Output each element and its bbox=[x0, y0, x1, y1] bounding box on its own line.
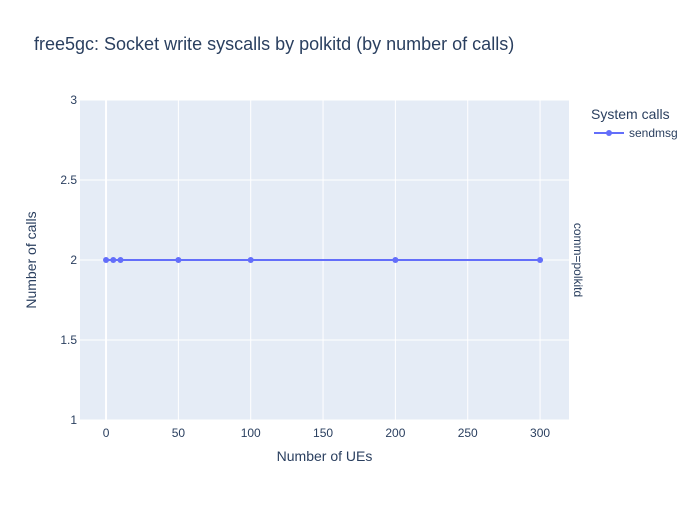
x-axis-title: Number of UEs bbox=[277, 448, 373, 464]
x-tick-label: 0 bbox=[103, 426, 110, 440]
data-point bbox=[175, 257, 182, 263]
y-tick-label: 3 bbox=[70, 93, 77, 107]
facet-label: comm=polkitd bbox=[571, 223, 585, 297]
legend-title: System calls bbox=[591, 106, 670, 122]
y-axis-title: Number of calls bbox=[23, 211, 39, 308]
y-tick-label: 1 bbox=[70, 413, 77, 427]
legend-marker-sendmsg bbox=[606, 130, 612, 136]
chart-title: free5gc: Socket write syscalls by polkit… bbox=[34, 34, 514, 54]
legend: System calls sendmsg bbox=[591, 106, 678, 140]
legend-label-sendmsg: sendmsg bbox=[629, 126, 678, 140]
x-tick-label: 200 bbox=[385, 426, 405, 440]
data-point bbox=[392, 257, 399, 263]
x-tick-label: 150 bbox=[313, 426, 333, 440]
series-layer bbox=[103, 257, 544, 263]
tick-labels: 0 50 100 150 200 250 300 1 1.5 2 2.5 3 bbox=[60, 93, 550, 440]
y-tick-label: 2.5 bbox=[60, 173, 77, 187]
data-point bbox=[537, 257, 544, 263]
legend-items: sendmsg bbox=[594, 126, 678, 140]
x-tick-label: 300 bbox=[530, 426, 550, 440]
x-tick-label: 100 bbox=[241, 426, 261, 440]
data-point bbox=[117, 257, 124, 263]
x-tick-label: 250 bbox=[458, 426, 478, 440]
data-point bbox=[247, 257, 254, 263]
x-tick-label: 50 bbox=[172, 426, 186, 440]
data-point bbox=[110, 257, 117, 263]
y-tick-label: 2 bbox=[70, 253, 77, 267]
data-point bbox=[103, 257, 110, 263]
y-tick-label: 1.5 bbox=[60, 333, 77, 347]
